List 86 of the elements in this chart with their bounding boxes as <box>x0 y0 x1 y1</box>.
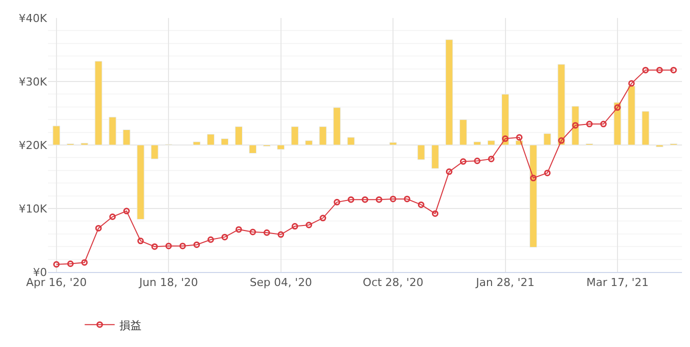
point <box>264 229 270 236</box>
point <box>530 174 537 182</box>
bar <box>108 116 116 146</box>
bar <box>445 39 453 146</box>
point <box>165 242 172 250</box>
point <box>250 228 256 236</box>
bar <box>459 119 467 146</box>
point <box>306 222 312 228</box>
y-tick-label: ¥0 <box>33 266 47 279</box>
point <box>432 210 438 217</box>
x-tick-label: Jun 18, '20 <box>138 276 198 290</box>
point <box>600 120 607 128</box>
x-tick-label: Mar 17, '21 <box>586 276 649 290</box>
point <box>320 214 326 222</box>
point <box>502 135 509 142</box>
bar <box>642 111 650 146</box>
x-tick-label: Sep 04, '20 <box>250 276 312 290</box>
x-tick-label: Jan 28, '21 <box>475 276 535 290</box>
bar <box>122 130 130 146</box>
point <box>558 137 565 144</box>
point <box>628 80 635 87</box>
bar <box>249 144 257 154</box>
bar <box>417 144 425 160</box>
y-tick-label: ¥30K <box>18 75 48 88</box>
bar <box>206 134 214 146</box>
bar <box>94 60 102 146</box>
point <box>334 198 340 206</box>
point <box>418 201 424 208</box>
point <box>109 214 116 220</box>
point <box>656 66 663 74</box>
bar <box>136 144 144 220</box>
bar <box>277 144 285 150</box>
y-tick-label: ¥20K <box>18 138 48 152</box>
point <box>95 224 102 232</box>
point <box>362 196 368 203</box>
bar <box>305 140 313 146</box>
bar <box>628 86 636 146</box>
bar <box>347 137 355 146</box>
point <box>474 158 480 164</box>
point <box>207 236 214 243</box>
bar <box>235 126 243 146</box>
bar <box>558 64 566 146</box>
point <box>236 226 242 233</box>
bar <box>52 126 60 146</box>
point <box>516 134 523 141</box>
bar <box>333 107 341 146</box>
point <box>278 231 284 238</box>
y-tick-label: ¥40K <box>18 12 48 25</box>
bar <box>530 144 538 248</box>
point <box>193 241 200 248</box>
point <box>221 234 228 240</box>
point <box>488 156 494 162</box>
legend-label: 損益 <box>120 318 142 332</box>
point <box>137 238 144 244</box>
point <box>67 260 74 267</box>
bar <box>150 144 158 160</box>
bar <box>473 142 481 146</box>
point <box>670 66 677 74</box>
point <box>123 208 130 214</box>
bar <box>220 138 228 146</box>
bar <box>487 140 495 146</box>
point <box>81 259 88 266</box>
point <box>544 170 551 176</box>
point <box>151 243 158 250</box>
point <box>348 196 354 203</box>
point <box>179 242 186 250</box>
bar <box>431 144 439 169</box>
point <box>572 122 579 129</box>
x-tick-label: Apr 16, '20 <box>26 276 87 290</box>
point <box>390 196 396 202</box>
point <box>53 261 60 268</box>
point <box>460 158 466 165</box>
x-tick-label: Oct 28, '20 <box>362 276 424 290</box>
bar <box>502 94 510 146</box>
bar <box>389 142 397 146</box>
bar <box>291 126 299 146</box>
bar <box>544 133 552 146</box>
point <box>292 223 298 230</box>
point <box>446 168 452 175</box>
bar <box>192 142 200 146</box>
bar <box>319 126 327 146</box>
y-tick-label: ¥10K <box>18 202 48 216</box>
point <box>376 196 382 203</box>
point <box>642 66 649 74</box>
point <box>404 196 410 202</box>
point <box>586 120 593 128</box>
